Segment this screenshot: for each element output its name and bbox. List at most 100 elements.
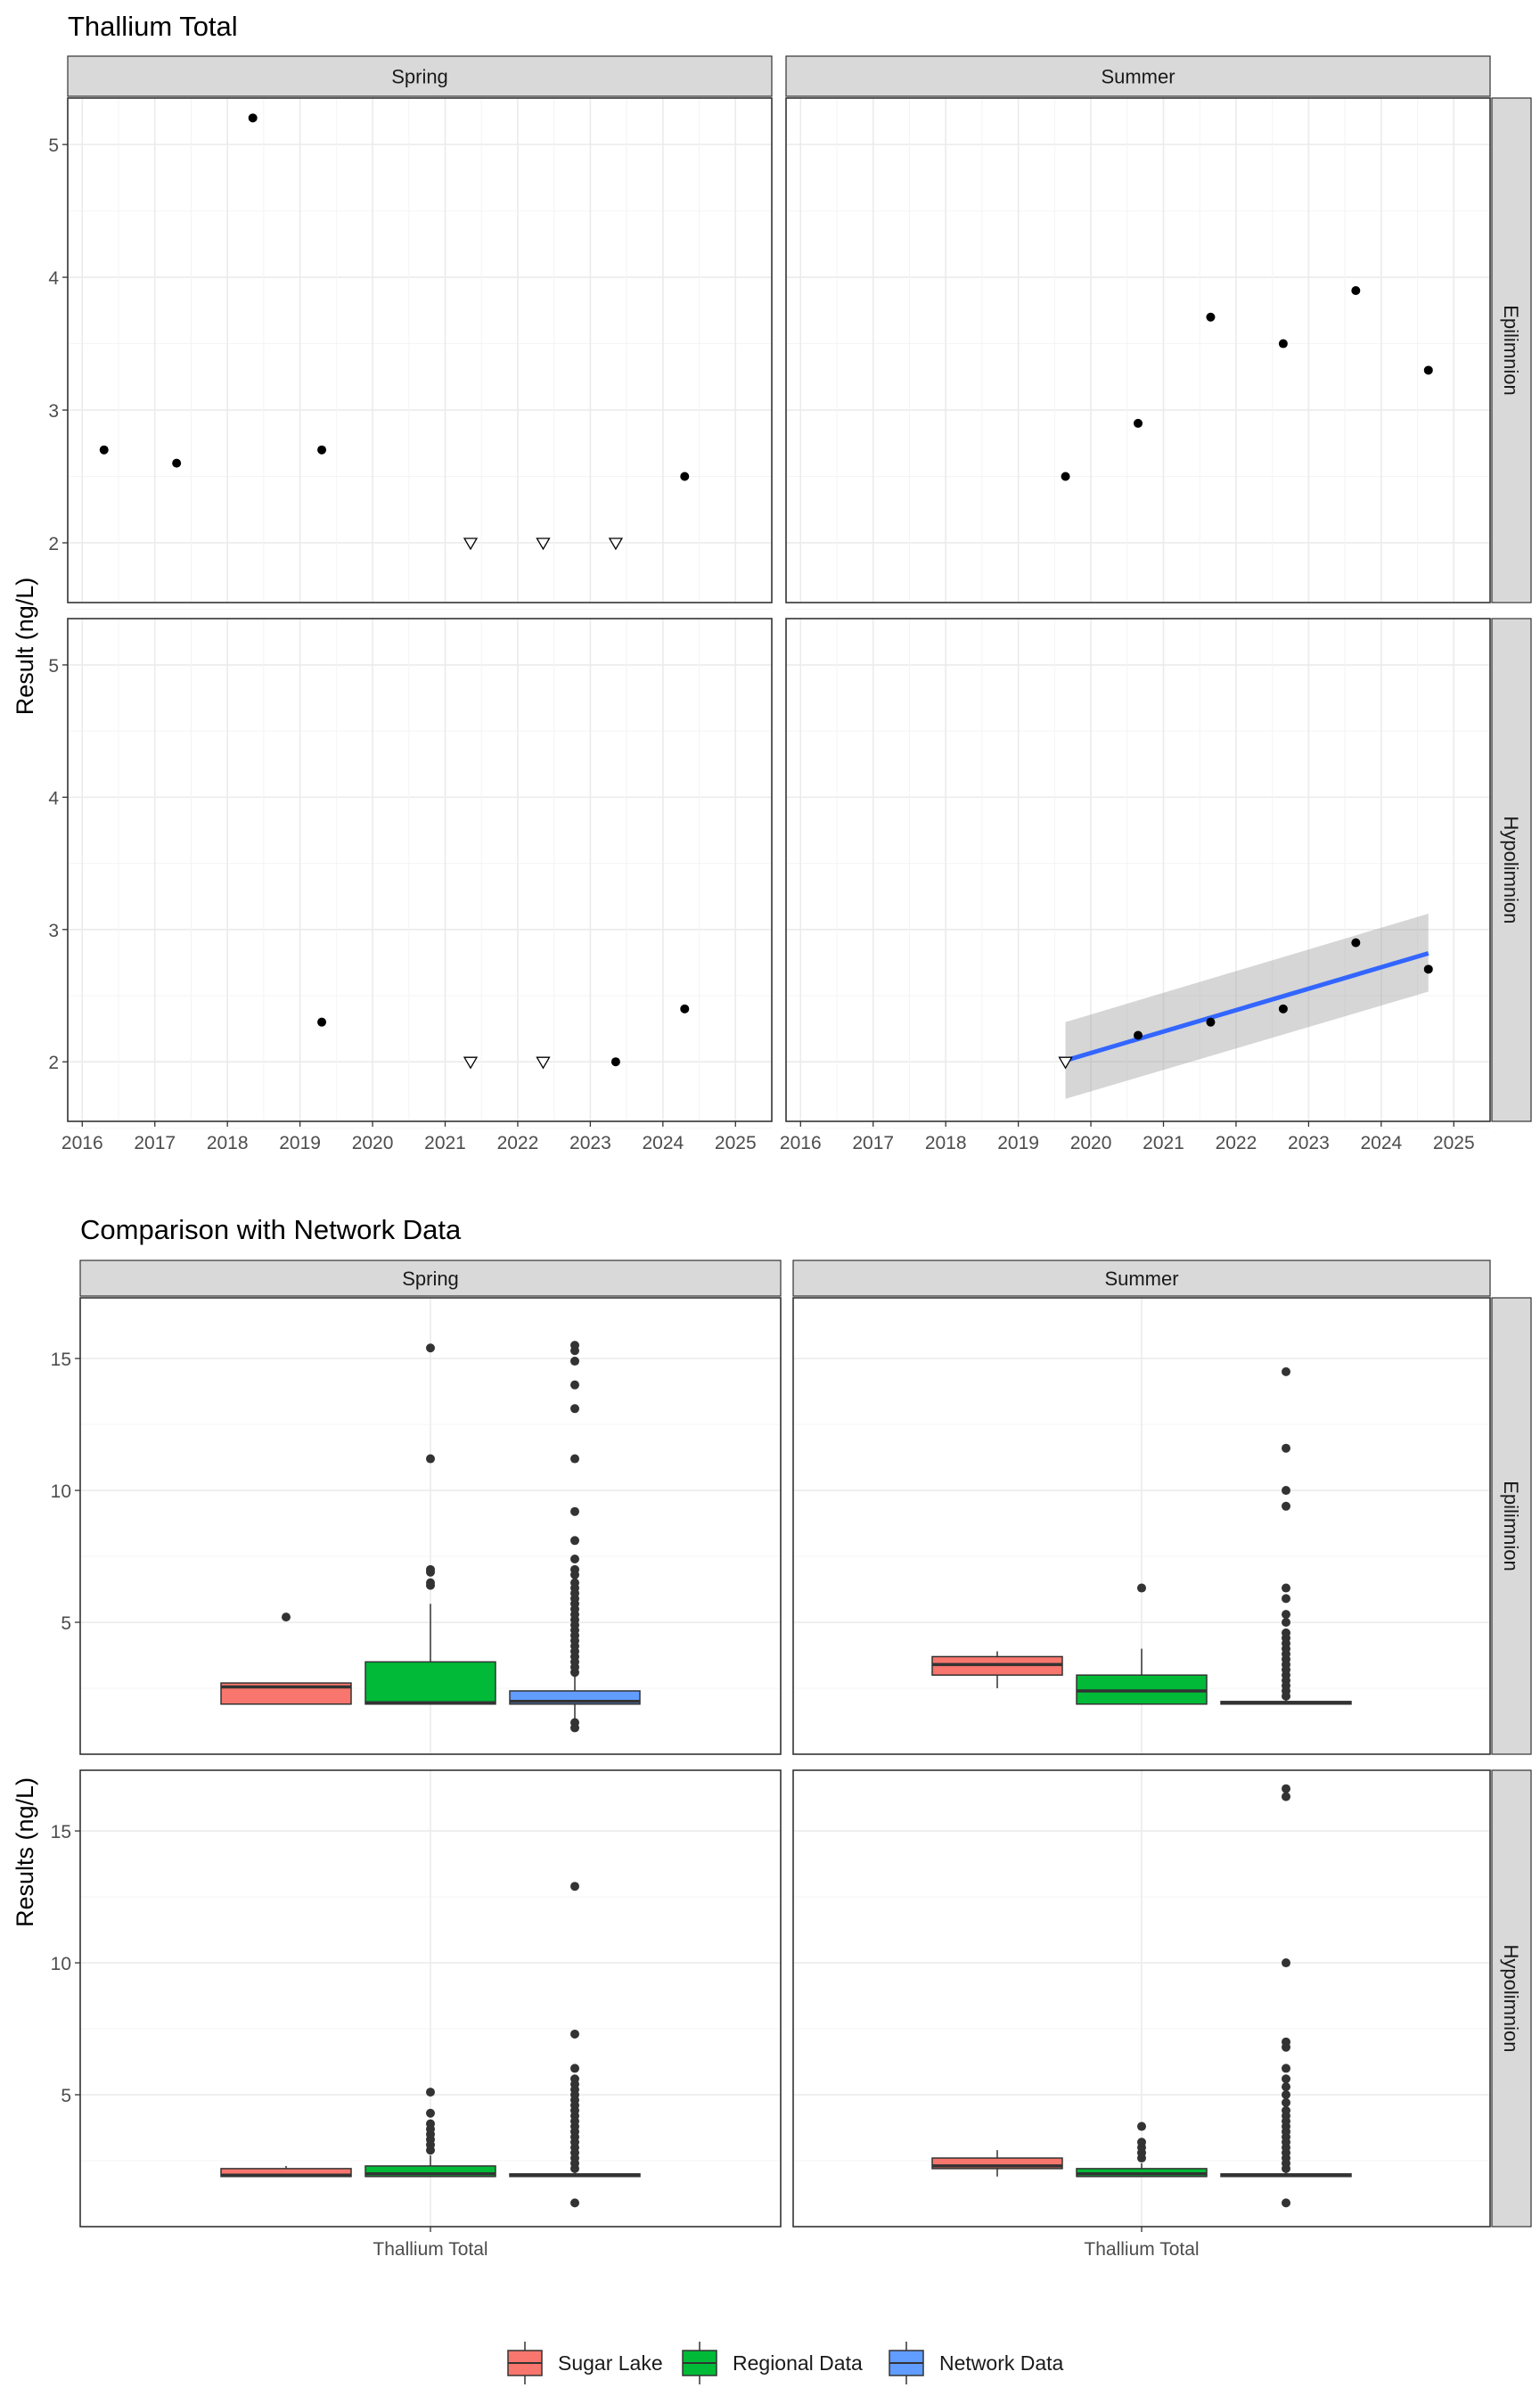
x-tick-label: 2018 [207,1133,249,1153]
outlier-point [1282,1583,1290,1593]
x-tick-label: 2016 [780,1133,822,1153]
x-tick-label: 2023 [1288,1133,1330,1153]
outlier-point [1282,2097,1290,2107]
facet-strip-hypolimnion [1491,1769,1532,2228]
chart1-title: Thallium Total [68,11,238,42]
data-point [680,472,690,481]
outlier-point [1282,1594,1290,1604]
facet-strip-label: Spring [402,1268,459,1290]
y-tick-label: 10 [51,1954,71,1974]
box-sugar-lake [220,1612,352,1705]
legend-entry: Regional Data [682,2342,863,2384]
y-tick-label: 4 [48,788,59,808]
legend-entry: Sugar Lake [507,2342,663,2384]
outlier-point [570,1554,579,1563]
box-sugar-lake [931,2150,1063,2177]
outlier-point [1137,2138,1146,2147]
x-tick-label: 2022 [497,1133,539,1153]
panel-border [785,618,1491,1122]
x-tick-label: 2017 [134,1133,176,1153]
y-tick-label: 2 [48,534,59,554]
x-tick-label: 2020 [352,1133,394,1153]
panel-epilimnion-spring: 5 10 15 [51,1297,782,1755]
facet-strip-label: Epilimnion [1500,305,1522,396]
outlier-point [426,1343,435,1353]
trend-line [1064,951,1429,1063]
data-point [1061,472,1070,481]
facet-strip-hypolimnion [1491,618,1532,1122]
box-network-data [509,1882,641,2208]
outlier-point [570,1506,579,1516]
y-tick-label: 2 [48,1053,59,1073]
data-point [1134,1030,1143,1040]
y-tick-label: 5 [61,1613,71,1634]
data-point [1351,938,1361,948]
nondetect-point [608,537,624,551]
chart2-title: Comparison with Network Data [80,1214,462,1245]
x-tick-label: 2024 [1360,1133,1402,1153]
x-tick-label: 2025 [715,1133,757,1153]
outlier-point [570,2074,579,2084]
nondetect-point [536,1056,551,1070]
outlier-point [426,1454,435,1464]
box-iqr [931,2157,1063,2170]
box-iqr [365,1661,496,1705]
data-point [1206,1017,1216,1027]
box-regional-data [365,1343,496,1705]
outlier-point [1282,2198,1290,2208]
data-point [680,1004,690,1013]
box-sugar-lake [931,1651,1063,1689]
nondetect-point [536,537,551,551]
facet-strip-spring [67,55,773,97]
chart2-y-axis-label: Results (ng/L) [12,1777,38,1927]
outlier-point [1282,2074,1290,2084]
outlier-point [570,1882,579,1891]
x-tick-label: 2019 [279,1133,321,1153]
nondetect-point [463,1056,479,1070]
facet-strip-label: Epilimnion [1500,1481,1522,1571]
y-tick-label: 15 [51,1822,71,1842]
box-iqr [365,2165,496,2178]
panel-epilimnion-summer [785,97,1491,610]
outlier-point [570,2064,579,2073]
outlier-point [570,1536,579,1546]
facet-strip-epilimnion [1491,97,1532,603]
outlier-point [1282,2105,1290,2115]
outlier-point [1282,1366,1290,1376]
outlier-point [1282,1610,1290,1620]
y-tick-label: 5 [61,2086,71,2106]
legend: Sugar Lake Regional Data Network Data [507,2342,1064,2384]
panel-hypolimnion-spring: 2 3 4 5 2016 2017 2018 2019 2020 2021 2022 2023 2024… [48,618,773,1153]
y-tick-label: 4 [48,268,59,289]
x-tick-label: 2017 [852,1133,894,1153]
box-network-data [509,1341,641,1733]
nondetect-point [463,537,479,551]
box-network-data [1220,1366,1352,1705]
nondetect-point [1058,1056,1073,1070]
legend-label: Sugar Lake [558,2351,663,2375]
data-point [1278,339,1288,349]
data-point [610,1057,620,1067]
data-point [1351,285,1361,295]
facet-strip-label: Summer [1104,1268,1178,1290]
outlier-point [1282,1784,1290,1793]
data-point [1206,312,1216,322]
outlier-point [570,1578,579,1588]
panel-border [67,618,773,1122]
data-point [172,458,182,468]
x-tick-label: 2024 [642,1133,684,1153]
outlier-point [1282,2090,1290,2100]
x-tick-label: Thallium Total [373,2239,487,2260]
panel-border [792,1297,1491,1755]
outlier-point [1282,1486,1290,1496]
legend-label: Regional Data [733,2351,863,2375]
facet-strip-summer [792,1260,1491,1297]
facet-strip-label: Summer [1101,66,1175,88]
y-tick-label: 10 [51,1481,71,1502]
box-regional-data [1076,2121,1208,2178]
data-point [1423,964,1433,974]
outlier-point [570,1357,579,1366]
panel-border [79,1297,782,1755]
outlier-point [1282,1501,1290,1511]
facet-strip-label: Spring [391,66,448,88]
